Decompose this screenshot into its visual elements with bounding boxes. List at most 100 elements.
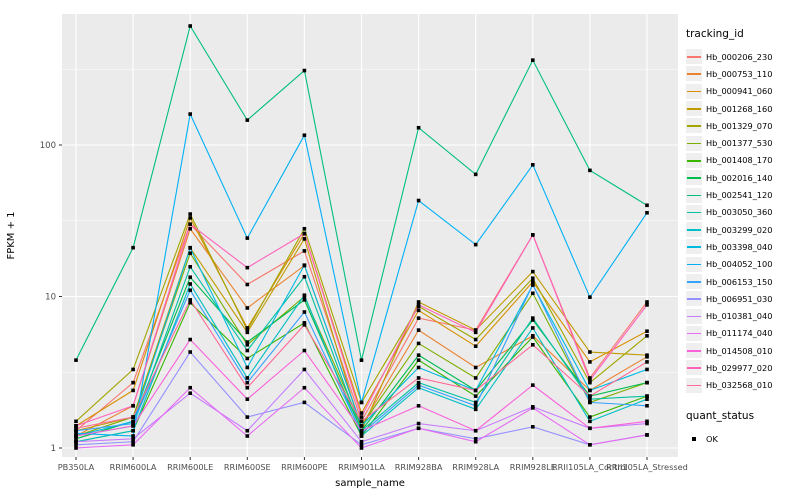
x-tick-label: RRIM600PE [281,462,328,472]
legend-key-swatch [686,291,702,307]
legend-key-line [687,194,701,197]
x-tick-label: RRIM928LE [510,462,556,472]
legend-entry-label: Hb_010381_040 [706,311,773,322]
point-Hb_006951_030 [188,350,192,354]
point-Hb_002541_120 [302,68,307,73]
point-Hb_003050_360 [645,394,649,398]
point-Hb_003050_360 [245,348,250,353]
point-Hb_000941_060 [359,411,364,415]
legend-key-line [687,315,701,318]
point-Hb_003398_040 [131,419,135,424]
legend-entry-Hb_014508_010: Hb_014508_010 [686,342,798,359]
y-tick-label: 10 [45,293,56,303]
point-Hb_002541_120 [588,168,592,173]
x-tick-label: RRIM901LA [338,462,385,472]
point-Hb_004052_100 [302,133,307,138]
point-Hb_010381_040 [359,439,364,444]
point-Hb_001329_070 [473,337,478,342]
point-Hb_006951_030 [245,415,250,419]
point-Hb_002016_140 [645,380,649,385]
point-Hb_002016_140 [416,353,421,357]
point-Hb_001329_070 [531,276,535,281]
point-Hb_002541_120 [416,125,421,130]
point-Hb_011174_040 [588,442,592,447]
point-Hb_001268_160 [245,330,250,335]
point-Hb_001268_160 [531,269,535,274]
point-Hb_003398_040 [416,365,421,370]
point-Hb_001268_160 [302,237,307,241]
point-Hb_011174_040 [473,439,478,444]
point-Hb_011174_040 [131,442,135,447]
point-Hb_000206_230 [131,380,135,385]
point-Hb_003398_040 [302,263,307,267]
legend-key-line [687,90,701,93]
legend-key-swatch [686,325,702,341]
point-Hb_003398_040 [645,367,649,372]
point-Hb_029977_020 [588,378,592,383]
legend-entry-Hb_000206_230: Hb_000206_230 [686,48,798,65]
legend-entry-Hb_003398_040: Hb_003398_040 [686,238,798,255]
point-Hb_011174_040 [245,434,250,438]
point-Hb_011174_040 [645,433,649,437]
legend-entry-label: Hb_001268_160 [706,103,773,114]
legend-key-line [687,177,701,179]
legend-key-swatch [686,83,702,99]
point-Hb_032568_010 [188,298,192,302]
point-Hb_006951_030 [302,400,307,405]
x-tick-label: RRIM600SE [224,462,271,472]
point-Hb_001329_070 [588,380,592,385]
point-Hb_004052_100 [74,431,78,436]
x-tick-label: RRIM928LA [452,462,499,472]
point-Hb_001377_530 [416,341,421,346]
legend-title-quant-status: quant_status [686,409,755,422]
legend-entry-quant-OK: OK [686,430,798,447]
point-Hb_006153_150 [245,380,250,385]
point-Hb_000753_110 [473,365,478,370]
point-Hb_000941_060 [588,360,592,364]
legend-entry-label: Hb_003050_360 [706,207,773,218]
point-Hb_010381_040 [74,439,78,444]
point-Hb_000753_110 [416,328,421,332]
point-Hb_001329_070 [645,334,649,338]
point-Hb_001329_070 [74,419,78,424]
point-Hb_003050_360 [188,265,192,269]
legend-entries: Hb_000206_230 Hb_000753_110 Hb_000941_060 H… [686,48,798,394]
point-Hb_014508_010 [302,348,307,353]
legend-key-swatch [686,239,702,255]
legend-entry-Hb_002016_140: Hb_002016_140 [686,169,798,186]
legend-entry-label: Hb_001329_070 [706,120,773,131]
legend-entry-Hb_004052_100: Hb_004052_100 [686,256,798,273]
point-Hb_001329_070 [302,226,307,231]
point-Hb_001408_170 [588,415,592,419]
point-Hb_014508_010 [473,428,478,433]
point-Hb_014508_010 [645,419,649,424]
point-Hb_000206_230 [302,249,307,253]
legend-entry-label: Hb_003398_040 [706,241,773,252]
legend-entry-Hb_003050_360: Hb_003050_360 [686,204,798,221]
legend-key-line [687,108,701,110]
point-Hb_006951_030 [473,437,478,441]
point-Hb_029977_020 [188,222,192,227]
point-Hb_003050_360 [416,380,421,385]
point-Hb_000941_060 [473,344,478,348]
point-Hb_000206_230 [416,316,421,320]
point-Hb_002541_120 [74,358,78,362]
point-Hb_001329_070 [188,212,192,216]
point-Hb_014508_010 [359,428,364,433]
legend-key-swatch [686,222,702,238]
legend-entry-Hb_032568_010: Hb_032568_010 [686,377,798,394]
point-Hb_004052_100 [131,434,135,438]
point-Hb_029977_020 [359,415,364,419]
legend-key-swatch [686,274,702,289]
point-Hb_002541_120 [359,358,364,362]
point-Hb_032568_010 [473,388,478,393]
legend-key-swatch [686,118,702,134]
point-Hb_032568_010 [359,419,364,424]
point-Hb_002541_120 [473,172,478,177]
point-Hb_032568_010 [531,342,535,347]
y-tick-label: 100 [40,141,56,151]
point-Hb_002016_140 [74,437,78,441]
legend-entry-label: Hb_002541_120 [706,190,773,201]
point-Hb_029977_020 [131,403,135,408]
x-tick-label: RRII105LA_Control [552,462,628,472]
